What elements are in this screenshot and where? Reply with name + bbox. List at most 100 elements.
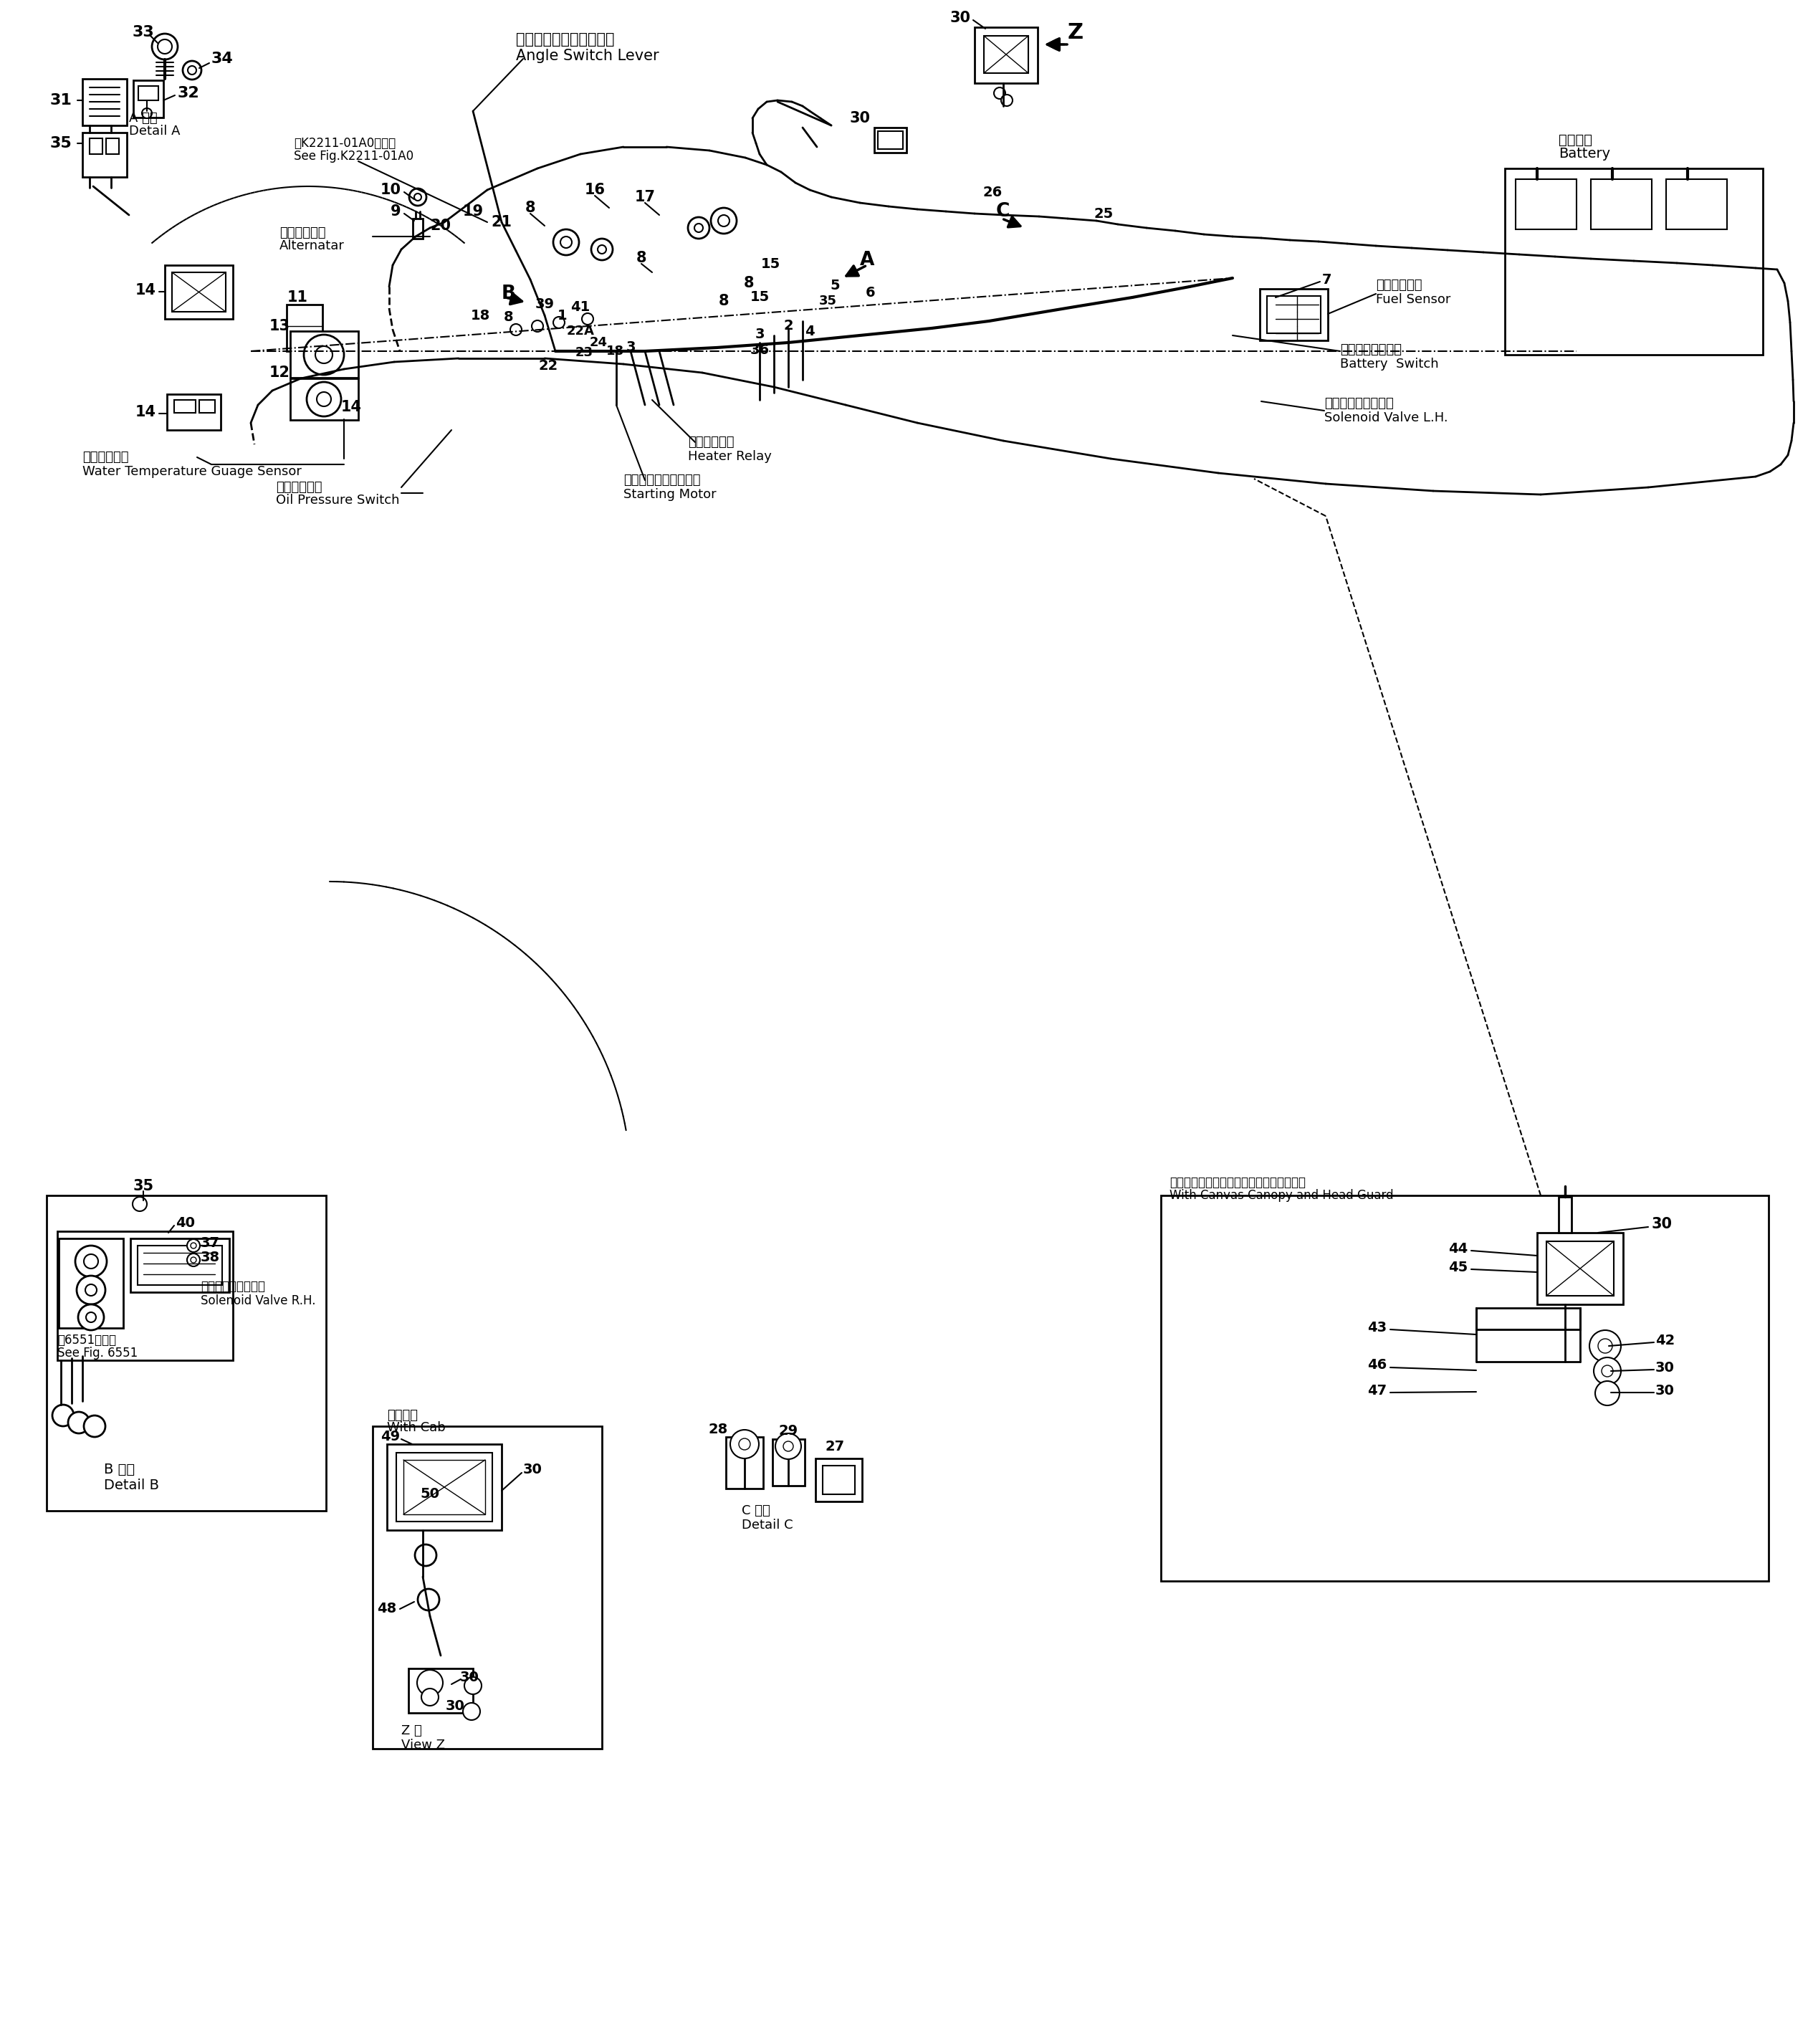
Text: C: C [995,202,1010,221]
Text: 13: 13 [268,319,290,333]
Text: Heater Relay: Heater Relay [687,450,772,464]
Text: 4: 4 [805,325,814,337]
Text: 18: 18 [470,309,490,323]
Text: バッテリスイッチ: バッテリスイッチ [1340,343,1401,356]
Circle shape [598,245,606,253]
Bar [1505,168,1762,356]
Text: ソレノイドバルブ右: ソレノイドバルブ右 [201,1280,265,1294]
Text: 10: 10 [381,182,401,196]
Bar [82,80,127,125]
Text: 16: 16 [584,182,606,196]
Circle shape [85,1284,96,1296]
Text: 7: 7 [1322,272,1333,286]
Text: Angle Switch Lever: Angle Switch Lever [517,49,658,63]
Circle shape [415,1545,437,1566]
Bar [1160,1196,1768,1580]
Bar [286,305,323,352]
Text: B: B [502,284,517,303]
Circle shape [85,1312,96,1322]
Text: 35: 35 [49,137,73,151]
Circle shape [553,229,578,255]
Bar [290,378,359,419]
Bar [373,1427,602,1750]
Text: See Fig.K2211-01A0: See Fig.K2211-01A0 [294,149,413,164]
Text: 41: 41 [571,300,591,313]
Circle shape [591,239,613,260]
Text: 9: 9 [392,204,401,219]
Circle shape [776,1433,801,1459]
Bar [167,394,221,429]
Text: 8: 8 [526,200,535,215]
Text: B 詳細: B 詳細 [103,1461,134,1476]
Text: 14: 14 [341,401,361,415]
Text: 31: 31 [49,94,73,108]
Text: Water Temperature Guage Sensor: Water Temperature Guage Sensor [82,466,301,478]
Circle shape [718,215,729,227]
Text: 30: 30 [1655,1361,1675,1374]
Text: Z: Z [1068,22,1084,43]
Bar [89,139,103,153]
Circle shape [1001,94,1012,106]
Circle shape [1594,1357,1621,1384]
Circle shape [187,1253,199,1267]
Text: 30: 30 [461,1670,479,1684]
Circle shape [83,1255,98,1269]
Text: 水温計センサ: 水温計センサ [82,452,129,464]
Circle shape [413,194,421,200]
Text: 15: 15 [761,258,780,270]
Text: 30: 30 [1655,1384,1675,1398]
Bar [165,266,232,319]
Text: 44: 44 [1449,1241,1467,1255]
Circle shape [464,1676,482,1694]
Text: 8: 8 [743,276,754,290]
Text: Battery  Switch: Battery Switch [1340,358,1440,370]
Text: 3: 3 [625,341,635,354]
Text: 18: 18 [606,345,624,358]
Bar [172,272,227,313]
Text: 21: 21 [491,215,511,229]
Text: 8: 8 [636,251,647,266]
Text: 1: 1 [558,309,567,323]
Bar [290,331,359,378]
Text: 38: 38 [201,1251,219,1265]
Circle shape [317,392,332,407]
Text: 30: 30 [1652,1216,1673,1230]
Text: 24: 24 [589,335,607,350]
Circle shape [531,321,544,331]
Bar [725,1437,763,1488]
Text: 30: 30 [850,110,870,125]
Circle shape [417,1588,439,1611]
Text: 12: 12 [268,366,290,380]
Text: 32: 32 [178,86,199,100]
Circle shape [132,1198,147,1212]
Bar [1559,1198,1572,1233]
Text: 48: 48 [377,1602,397,1615]
Text: 3: 3 [754,327,765,341]
Circle shape [83,1414,105,1437]
Text: C 詳細: C 詳細 [742,1504,771,1517]
Text: 45: 45 [1449,1261,1467,1273]
Bar [877,131,903,149]
Bar [772,1439,805,1486]
Text: 17: 17 [635,190,654,204]
Circle shape [711,208,736,233]
Text: 11: 11 [286,290,308,305]
Text: 42: 42 [1655,1333,1675,1347]
Text: スターティングモータ: スターティングモータ [624,474,700,486]
Text: 第6551図参照: 第6551図参照 [58,1335,116,1347]
Text: 36: 36 [751,343,769,356]
Bar [138,86,158,100]
Bar [413,219,422,239]
Text: 29: 29 [778,1425,798,1439]
Text: 油圧スイッチ: 油圧スイッチ [276,480,323,495]
Circle shape [694,223,703,233]
Bar [1537,1233,1623,1304]
Text: 第K2211-01A0図参照: 第K2211-01A0図参照 [294,137,395,149]
Bar [1516,180,1577,229]
Text: 26: 26 [983,186,1003,198]
Bar [58,1239,123,1329]
Text: 43: 43 [1367,1320,1387,1335]
Circle shape [53,1404,74,1427]
Circle shape [421,1688,439,1707]
Text: ソレノイドバルブ左: ソレノイドバルブ左 [1323,397,1394,411]
